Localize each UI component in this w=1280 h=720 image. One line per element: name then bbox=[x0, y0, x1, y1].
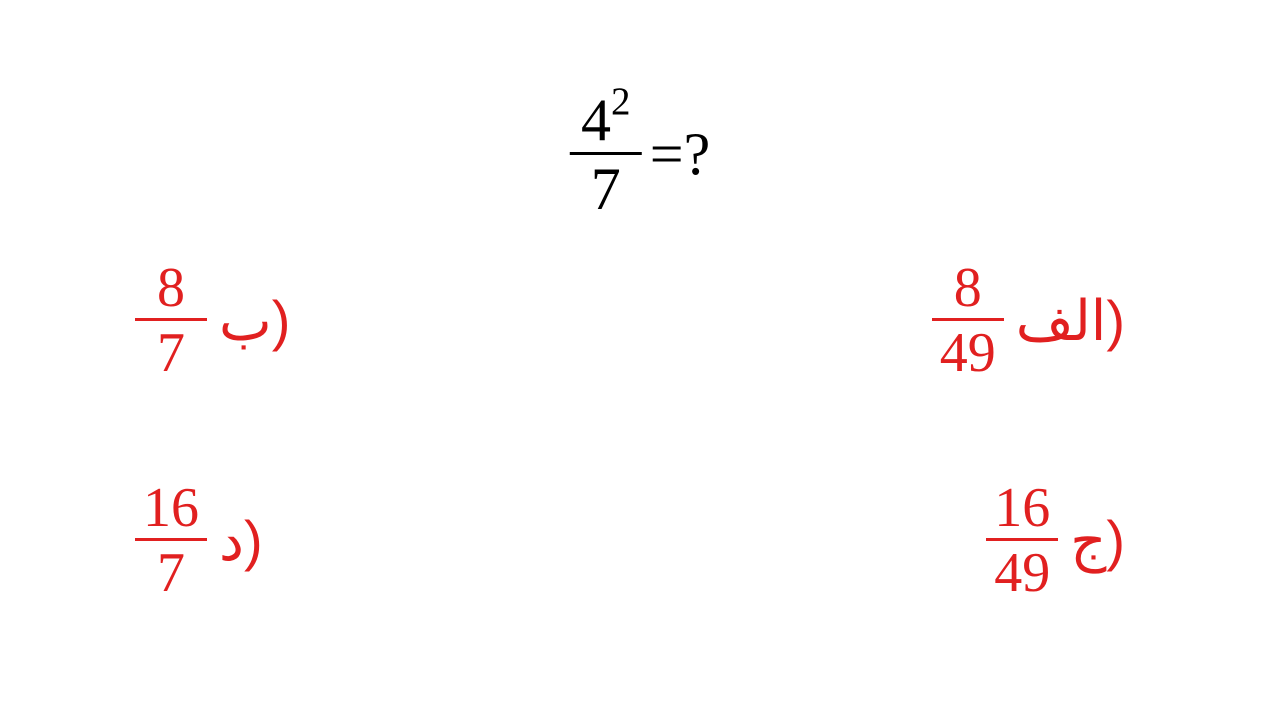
question-fraction: 4 2 7 bbox=[570, 90, 642, 219]
option-d-fraction: 16 7 bbox=[135, 480, 207, 601]
option-a-fraction: 8 49 bbox=[932, 260, 1004, 381]
question-expression: 4 2 7 =? bbox=[570, 90, 710, 219]
option-c-label: ج) bbox=[1070, 508, 1125, 574]
option-c-denominator: 49 bbox=[994, 541, 1050, 601]
equals-sign: =? bbox=[650, 120, 710, 189]
option-d-denominator: 7 bbox=[157, 541, 185, 601]
option-d-numerator: 16 bbox=[143, 480, 199, 538]
option-b-denominator: 7 bbox=[157, 321, 185, 381]
option-d-label: د) bbox=[219, 508, 263, 574]
option-b: 8 7 ب) bbox=[135, 260, 290, 381]
option-a-label: الف) bbox=[1016, 288, 1125, 354]
numerator-base: 4 bbox=[581, 90, 611, 150]
option-b-label: ب) bbox=[219, 288, 290, 354]
option-a-numerator: 8 bbox=[954, 260, 982, 318]
option-c: 16 49 ج) bbox=[986, 480, 1125, 601]
option-a: 8 49 الف) bbox=[932, 260, 1125, 381]
option-a-denominator: 49 bbox=[940, 321, 996, 381]
option-b-fraction: 8 7 bbox=[135, 260, 207, 381]
option-c-fraction: 16 49 bbox=[986, 480, 1058, 601]
option-d: 16 7 د) bbox=[135, 480, 263, 601]
option-b-numerator: 8 bbox=[157, 260, 185, 318]
option-c-numerator: 16 bbox=[994, 480, 1050, 538]
options-grid: 8 49 الف) 8 7 ب) 16 49 ج) 16 7 د) bbox=[0, 260, 1280, 660]
question-denominator: 7 bbox=[591, 155, 621, 219]
numerator-exponent: 2 bbox=[611, 82, 631, 121]
question-numerator: 4 2 bbox=[581, 90, 631, 152]
